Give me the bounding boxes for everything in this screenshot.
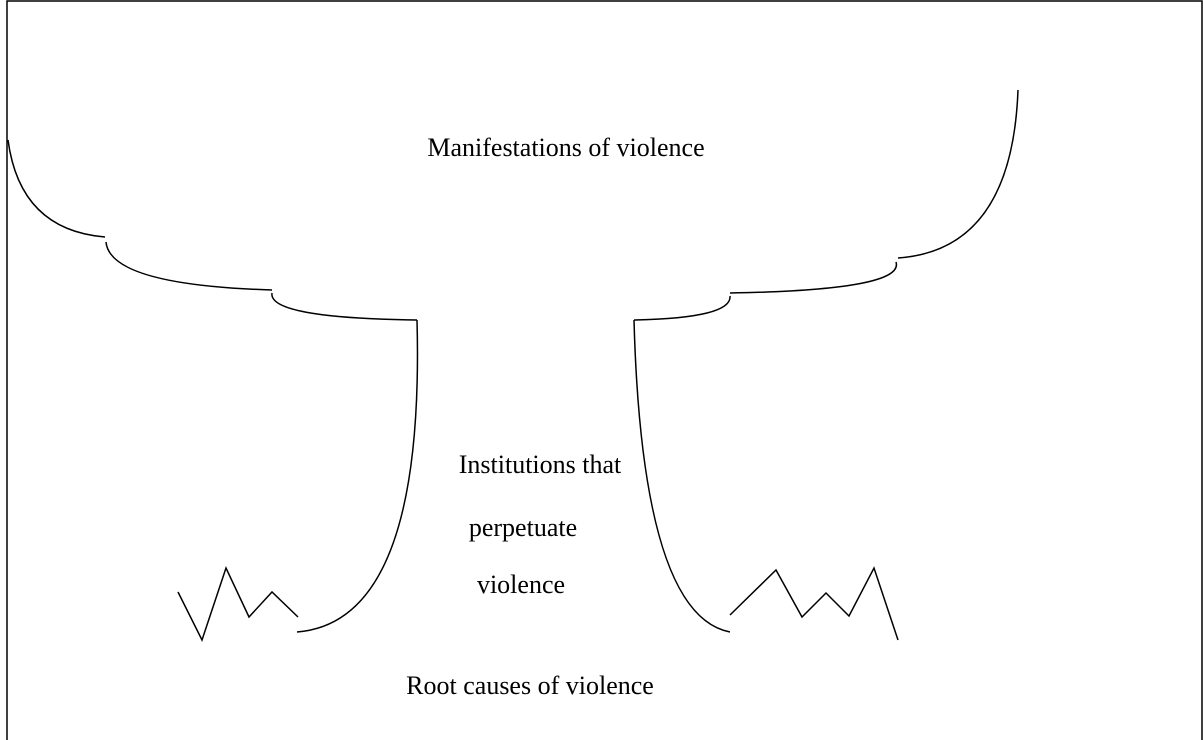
trunk-left xyxy=(297,320,417,632)
top-label: Manifestations of violence xyxy=(427,133,704,162)
middle-label: perpetuate xyxy=(469,513,577,542)
root-right xyxy=(730,568,898,640)
trunk-right xyxy=(634,320,730,632)
page: Manifestations of violence Institutions … xyxy=(0,0,1203,740)
tree xyxy=(8,90,1018,640)
frame xyxy=(7,1,1202,740)
root-left xyxy=(178,568,298,640)
middle-label: Institutions that xyxy=(459,450,622,479)
canopy-left xyxy=(272,293,417,320)
canopy-right xyxy=(730,262,896,293)
canopy-right xyxy=(634,296,730,320)
canopy-left xyxy=(8,140,105,237)
canopy-left xyxy=(106,242,272,290)
middle-label: violence xyxy=(477,570,565,599)
canopy-right xyxy=(898,90,1018,258)
diagram: Manifestations of violence Institutions … xyxy=(0,0,1203,740)
bottom-label: Root causes of violence xyxy=(406,671,654,700)
